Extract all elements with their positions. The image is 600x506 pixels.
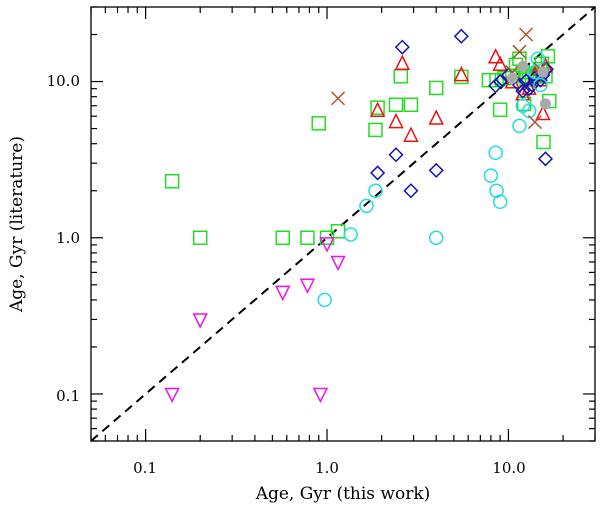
point-filled-circle-6-3 xyxy=(539,98,551,110)
point-triangle-up-1-13 xyxy=(535,104,551,121)
point-circle-3-1 xyxy=(343,227,358,242)
point-triangle-up-1-0 xyxy=(369,101,386,118)
point-circle-3-5 xyxy=(483,168,499,183)
point-triangle-up-1-7 xyxy=(492,55,508,72)
point-diamond-2-10 xyxy=(515,83,531,99)
point-diamond-2-11 xyxy=(518,73,534,89)
point-diamond-2-2 xyxy=(394,39,410,55)
plot-frame xyxy=(90,6,596,442)
point-square-0-15 xyxy=(489,72,504,88)
point-square-0-1 xyxy=(192,230,208,246)
y-axis-title: Age, Gyr (literature) xyxy=(7,136,27,313)
point-diamond-2-6 xyxy=(488,78,504,94)
point-circle-3-4 xyxy=(429,230,444,246)
point-square-0-9 xyxy=(388,97,404,113)
point-circle-3-14 xyxy=(533,77,548,93)
point-square-0-7 xyxy=(368,122,383,138)
point-diamond-2-0 xyxy=(370,165,386,181)
point-x-5-4 xyxy=(527,115,542,130)
x-tick-label-1.0: 1.0 xyxy=(315,459,339,477)
axis-ticks xyxy=(90,6,596,442)
point-circle-3-2 xyxy=(359,198,374,214)
point-diamond-2-3 xyxy=(403,183,419,199)
point-square-0-8 xyxy=(370,100,385,115)
point-triangle-down-4-1 xyxy=(192,313,208,329)
data-points xyxy=(164,27,557,404)
point-triangle-up-1-6 xyxy=(487,48,504,64)
point-circle-3-8 xyxy=(492,194,508,210)
point-diamond-2-5 xyxy=(453,28,469,44)
point-square-0-0 xyxy=(164,173,180,189)
point-square-0-13 xyxy=(454,69,469,85)
point-diamond-2-4 xyxy=(428,162,444,178)
point-square-0-6 xyxy=(311,116,326,131)
point-square-0-2 xyxy=(275,230,290,246)
y-tick-label-10.0: 10.0 xyxy=(47,72,80,90)
x-axis-title: Age, Gyr (this work) xyxy=(255,484,431,504)
point-square-0-14 xyxy=(481,72,497,88)
point-triangle-down-4-6 xyxy=(330,255,346,272)
y-tick-label-0.1: 0.1 xyxy=(56,387,80,405)
point-circle-3-3 xyxy=(368,183,383,198)
point-filled-circle-6-2 xyxy=(537,66,549,78)
point-triangle-up-1-2 xyxy=(394,54,411,70)
point-circle-3-9 xyxy=(512,118,527,134)
point-triangle-down-4-5 xyxy=(319,237,335,253)
point-square-0-10 xyxy=(393,69,409,84)
point-x-5-3 xyxy=(518,27,534,42)
x-tick-label-10.0: 10.0 xyxy=(492,459,525,477)
point-square-0-12 xyxy=(429,80,444,96)
point-diamond-2-7 xyxy=(492,73,508,90)
y-tick-label-1.0: 1.0 xyxy=(56,229,80,247)
point-triangle-up-1-5 xyxy=(453,65,470,82)
point-x-5-0 xyxy=(331,91,346,106)
point-triangle-up-1-1 xyxy=(388,112,404,129)
point-circle-3-0 xyxy=(317,292,332,308)
point-x-5-2 xyxy=(512,44,527,59)
point-square-0-3 xyxy=(300,230,315,246)
point-diamond-2-1 xyxy=(388,147,404,163)
point-filled-circle-6-1 xyxy=(517,60,529,72)
point-square-0-30 xyxy=(536,134,551,150)
one-to-one-line xyxy=(90,6,596,442)
point-filled-circle-6-0 xyxy=(506,72,518,84)
point-square-0-16 xyxy=(492,102,508,117)
point-square-0-11 xyxy=(403,97,419,113)
x-tick-label-0.1: 0.1 xyxy=(133,459,157,477)
point-triangle-down-4-3 xyxy=(299,278,316,294)
point-circle-3-6 xyxy=(488,145,503,161)
point-triangle-up-1-4 xyxy=(428,109,444,125)
point-triangle-down-4-0 xyxy=(164,387,180,404)
point-triangle-up-1-3 xyxy=(403,126,419,142)
point-triangle-down-4-4 xyxy=(312,387,329,404)
point-circle-3-13 xyxy=(530,51,545,66)
point-diamond-2-17 xyxy=(537,151,554,167)
point-triangle-down-4-2 xyxy=(275,285,291,302)
